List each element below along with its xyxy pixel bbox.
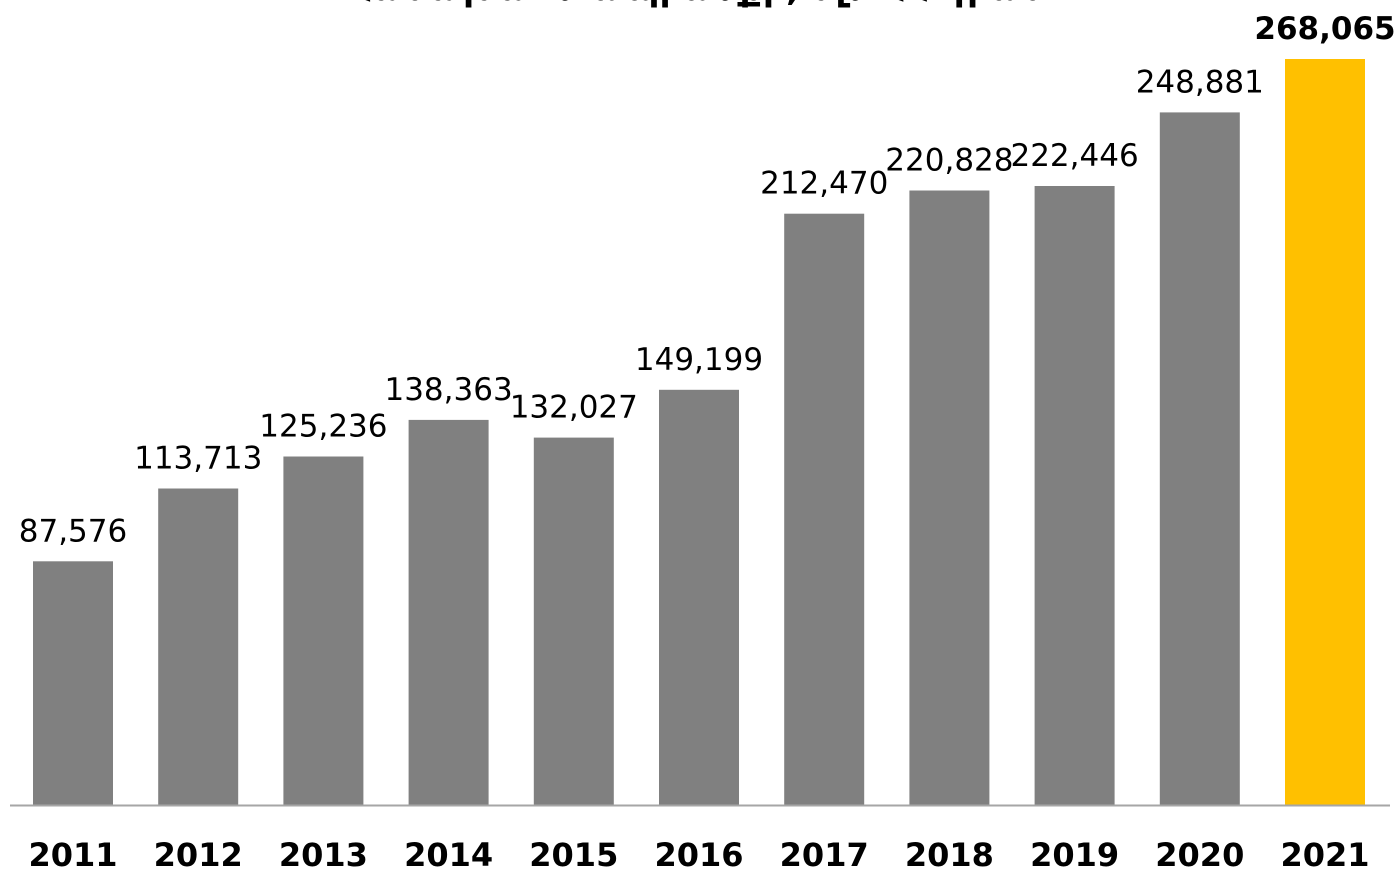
value-label-2015: 132,027 — [510, 390, 638, 426]
bar-2020 — [1159, 112, 1240, 805]
value-label-2019: 222,446 — [1010, 138, 1138, 174]
bars-group — [33, 59, 1365, 805]
value-label-2017: 212,470 — [760, 166, 888, 202]
bar-2014 — [408, 419, 489, 805]
value-label-2018: 220,828 — [885, 143, 1013, 179]
x-tick-label-2021: 2021 — [1280, 836, 1369, 872]
bar-2019 — [1034, 186, 1115, 805]
value-label-2016: 149,199 — [635, 342, 763, 378]
x-tick-label-2020: 2020 — [1155, 836, 1244, 872]
bar-2016 — [659, 389, 739, 805]
bar-2012 — [158, 488, 239, 805]
x-tick-labels-group: 2011 2012 2013 2014 2015 2016 2017 2018 2019 2020… — [28, 836, 1369, 872]
x-tick-label-2019: 2019 — [1030, 836, 1119, 872]
x-tick-label-2015: 2015 — [529, 836, 618, 872]
x-tick-label-2011: 2011 — [28, 836, 117, 872]
value-label-2020: 248,881 — [1136, 64, 1264, 100]
x-tick-label-2016: 2016 — [654, 836, 743, 872]
value-label-2014: 138,363 — [384, 372, 512, 408]
value-label-2011: 87,576 — [19, 513, 127, 549]
value-label-2012: 113,713 — [134, 441, 262, 477]
chart-title: Համախառն ապրանքի, մլն ՀՀ դրամ — [0, 0, 1396, 9]
x-tick-label-2012: 2012 — [154, 836, 243, 872]
x-tick-label-2014: 2014 — [404, 836, 493, 872]
x-tick-label-2013: 2013 — [279, 836, 368, 872]
x-tick-label-2017: 2017 — [780, 836, 869, 872]
bar-2015 — [533, 437, 614, 805]
bar-2017 — [784, 213, 865, 805]
bar-2018 — [909, 190, 990, 805]
value-label-2013: 125,236 — [259, 409, 387, 445]
bar-2021 — [1285, 59, 1365, 805]
x-tick-label-2018: 2018 — [905, 836, 994, 872]
value-label-2021: 268,065 — [1254, 11, 1395, 47]
bar-2013 — [283, 456, 364, 805]
bar-2011 — [33, 561, 113, 805]
